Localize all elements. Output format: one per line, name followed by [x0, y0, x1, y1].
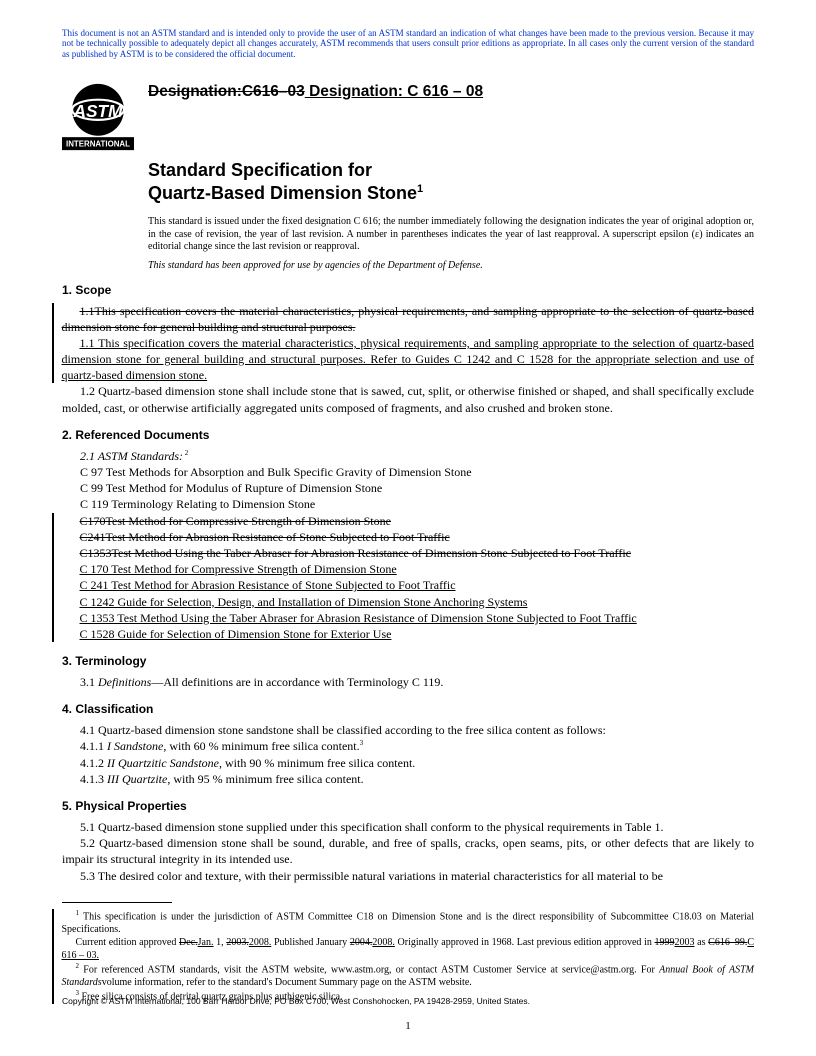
section-3-body: 3.1 Definitions—All definitions are in a… — [62, 674, 754, 690]
footnote-1a: 1 This specification is under the jurisd… — [62, 909, 755, 936]
ref-item: C 241 Test Method for Abrasion Resistanc… — [62, 577, 755, 593]
footnote-rule — [62, 902, 172, 903]
ref-item: C241Test Method for Abrasion Resistance … — [62, 529, 755, 545]
ref-item: C 170 Test Method for Compressive Streng… — [62, 561, 755, 577]
ref-item: C 1353 Test Method Using the Taber Abras… — [62, 610, 755, 626]
scope-old-para: 1.1This specification covers the materia… — [62, 303, 755, 335]
ref-item: C 1528 Guide for Selection of Dimension … — [62, 626, 755, 642]
ref-item: C170Test Method for Compressive Strength… — [62, 513, 755, 529]
astm-standards-sub: 2.1 ASTM Standards: 2 — [62, 448, 754, 464]
footnote-1b: Current edition approved Dec.Jan. 1, 200… — [62, 936, 755, 962]
section-2-head: 2. Referenced Documents — [62, 428, 754, 442]
refs-changed: C170Test Method for Compressive Strength… — [52, 513, 754, 643]
phys-prop-p2: 5.2 Quartz-based dimension stone shall b… — [62, 835, 754, 867]
footnote-2: 2 For referenced ASTM standards, visit t… — [62, 962, 755, 989]
disclaimer-text: This document is not an ASTM standard an… — [62, 28, 754, 59]
section-5-head: 5. Physical Properties — [62, 799, 754, 813]
footnotes-block: 1 This specification is under the jurisd… — [52, 909, 754, 1004]
section-1-changed: 1.1This specification covers the materia… — [52, 303, 754, 384]
designation-line: Designation:C616–03 Designation: C 616 –… — [148, 83, 483, 101]
title-superscript: 1 — [417, 183, 423, 195]
designation-new: Designation: C 616 – 08 — [305, 83, 483, 100]
scope-new-para: 1.1 This specification covers the materi… — [62, 335, 755, 384]
class-quartzite: 4.1.3 III Quartzite, with 95 % minimum f… — [62, 771, 754, 787]
ref-item: C 97 Test Methods for Absorption and Bul… — [62, 464, 754, 480]
title-block: Standard Specification for Quartz-Based … — [148, 159, 754, 271]
class-sandstone: 4.1.1 I Sandstone, with 60 % minimum fre… — [62, 738, 754, 754]
page-number: 1 — [0, 1020, 816, 1032]
title-line2: Quartz-Based Dimension Stone — [148, 183, 417, 203]
ref-item: C 99 Test Method for Modulus of Rupture … — [62, 480, 754, 496]
copyright-line: Copyright © ASTM International, 100 Barr… — [62, 996, 530, 1006]
terminology-para: 3.1 Definitions—All definitions are in a… — [62, 674, 754, 690]
section-1-body: 1.2 Quartz-based dimension stone shall i… — [62, 383, 754, 415]
phys-prop-p1: 5.1 Quartz-based dimension stone supplie… — [62, 819, 754, 835]
designation-old: Designation:C616–03 — [148, 83, 305, 100]
class-quartzitic-sandstone: 4.1.2 II Quartzitic Sandstone, with 90 %… — [62, 755, 754, 771]
scope-para-2: 1.2 Quartz-based dimension stone shall i… — [62, 383, 754, 415]
svg-text:ASTM: ASTM — [73, 101, 124, 121]
classification-intro: 4.1 Quartz-based dimension stone sandsto… — [62, 722, 754, 738]
header-row: ASTM INTERNATIONAL Designation:C616–03 D… — [62, 81, 754, 153]
section-4-head: 4. Classification — [62, 702, 754, 716]
section-5-body: 5.1 Quartz-based dimension stone supplie… — [62, 819, 754, 884]
phys-prop-p3: 5.3 The desired color and texture, with … — [62, 868, 754, 884]
ref-item: C1353Test Method Using the Taber Abraser… — [62, 545, 755, 561]
section-1-head: 1. Scope — [62, 283, 754, 297]
dod-approval-note: This standard has been approved for use … — [148, 260, 754, 271]
section-3-head: 3. Terminology — [62, 654, 754, 668]
title-line1: Standard Specification for — [148, 160, 372, 180]
page: This document is not an ASTM standard an… — [0, 0, 816, 1056]
ref-item: C 119 Terminology Relating to Dimension … — [62, 496, 754, 512]
refs-unchanged: C 97 Test Methods for Absorption and Bul… — [62, 464, 754, 513]
logo-label: INTERNATIONAL — [66, 140, 130, 149]
ref-item: C 1242 Guide for Selection, Design, and … — [62, 594, 755, 610]
issuance-note: This standard is issued under the fixed … — [148, 216, 754, 254]
astm-logo: ASTM INTERNATIONAL — [62, 81, 134, 153]
section-4-body: 4.1 Quartz-based dimension stone sandsto… — [62, 722, 754, 787]
document-title: Standard Specification for Quartz-Based … — [148, 159, 754, 204]
